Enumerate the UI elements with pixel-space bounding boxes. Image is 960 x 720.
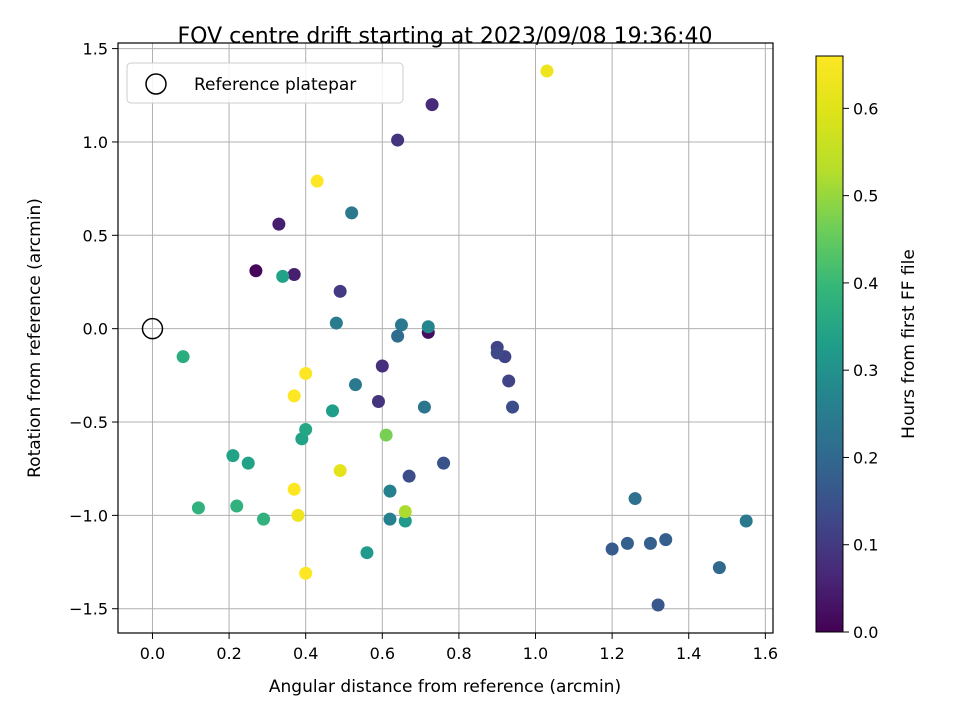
data-point xyxy=(287,268,301,282)
data-point xyxy=(333,284,347,298)
colorbar xyxy=(815,55,844,633)
data-point xyxy=(398,505,412,519)
colorbar-tick-label: 0.1 xyxy=(853,536,878,555)
x-tick-label: 0.8 xyxy=(446,644,471,663)
data-point xyxy=(345,206,359,220)
data-point xyxy=(712,561,726,575)
legend-marker xyxy=(145,73,167,95)
data-point xyxy=(299,422,313,436)
data-point xyxy=(329,316,343,330)
data-point xyxy=(348,378,362,392)
data-point xyxy=(425,98,439,112)
data-point xyxy=(739,514,753,528)
data-point xyxy=(191,501,205,515)
data-point xyxy=(287,482,301,496)
data-point xyxy=(299,366,313,380)
data-point xyxy=(490,346,504,360)
y-tick-label: −1.0 xyxy=(69,506,108,525)
data-point xyxy=(375,359,389,373)
x-tick-label: 1.2 xyxy=(599,644,624,663)
y-tick-label: 0.0 xyxy=(83,320,108,339)
plot-frame xyxy=(117,42,774,634)
x-tick-label: 0.2 xyxy=(216,644,241,663)
data-point xyxy=(437,456,451,470)
data-point xyxy=(371,394,385,408)
data-point xyxy=(402,469,416,483)
data-point xyxy=(394,318,408,332)
data-point xyxy=(540,64,554,78)
data-point xyxy=(643,536,657,550)
colorbar-label: Hours from first FF file xyxy=(899,249,919,439)
grid-lines xyxy=(118,43,773,633)
data-point xyxy=(417,400,431,414)
reference-point xyxy=(141,317,164,340)
x-tick-label: 0.4 xyxy=(293,644,318,663)
x-tick-label: 0.0 xyxy=(140,644,165,663)
x-tick-label: 0.6 xyxy=(370,644,395,663)
data-point xyxy=(291,508,305,522)
data-point xyxy=(383,512,397,526)
colorbar-tick-label: 0.5 xyxy=(853,187,878,206)
data-points xyxy=(176,64,753,612)
data-point xyxy=(360,546,374,560)
data-point xyxy=(506,400,520,414)
data-point xyxy=(383,484,397,498)
colorbar-ticks: 0.0 0.1 0.2 0.3 0.4 0.5 0.6 xyxy=(843,99,878,642)
data-point xyxy=(326,404,340,418)
data-point xyxy=(620,536,634,550)
legend-entry-label: Reference platepar xyxy=(194,75,356,95)
legend-box xyxy=(126,62,404,104)
colorbar-tick-label: 0.4 xyxy=(853,274,878,293)
y-tick-label: 1.5 xyxy=(83,40,108,59)
y-axis-ticks: −1.5 −1.0 −0.5 0.0 0.5 1.0 1.5 xyxy=(69,40,118,619)
y-tick-label: 1.0 xyxy=(83,133,108,152)
data-point xyxy=(287,389,301,403)
legend: Reference platepar xyxy=(126,62,404,104)
data-point xyxy=(391,329,405,343)
data-point xyxy=(257,512,271,526)
data-point xyxy=(249,264,263,278)
chart-title: FOV centre drift starting at 2023/09/08 … xyxy=(178,24,713,49)
data-point xyxy=(398,514,412,528)
colorbar-tick-label: 0.3 xyxy=(853,361,878,380)
x-tick-label: 1.4 xyxy=(676,644,701,663)
y-tick-label: 0.5 xyxy=(83,226,108,245)
data-point xyxy=(230,499,244,513)
colorbar-tick-label: 0.6 xyxy=(853,99,878,118)
data-point xyxy=(241,456,255,470)
y-tick-label: −0.5 xyxy=(69,413,108,432)
data-point xyxy=(605,542,619,556)
data-point xyxy=(226,449,240,463)
x-tick-label: 1.6 xyxy=(753,644,778,663)
y-axis-label: Rotation from reference (arcmin) xyxy=(25,198,45,478)
colorbar-tick-label: 0.0 xyxy=(853,623,878,642)
data-point xyxy=(299,566,313,580)
data-point xyxy=(310,174,324,188)
data-point xyxy=(421,320,435,334)
data-point xyxy=(276,269,290,283)
data-point xyxy=(651,598,665,612)
x-axis-ticks: 0.0 0.2 0.4 0.6 0.8 1.0 1.2 1.4 1.6 xyxy=(140,633,778,663)
x-tick-label: 1.0 xyxy=(523,644,548,663)
data-point xyxy=(502,374,516,388)
colorbar-tick-label: 0.2 xyxy=(853,448,878,467)
data-point xyxy=(176,350,190,364)
data-point xyxy=(391,133,405,147)
data-point xyxy=(379,428,393,442)
data-point xyxy=(272,217,286,231)
data-point xyxy=(333,464,347,478)
data-point xyxy=(659,533,673,547)
data-point xyxy=(628,492,642,506)
x-axis-label: Angular distance from reference (arcmin) xyxy=(269,677,621,697)
y-tick-label: −1.5 xyxy=(69,600,108,619)
